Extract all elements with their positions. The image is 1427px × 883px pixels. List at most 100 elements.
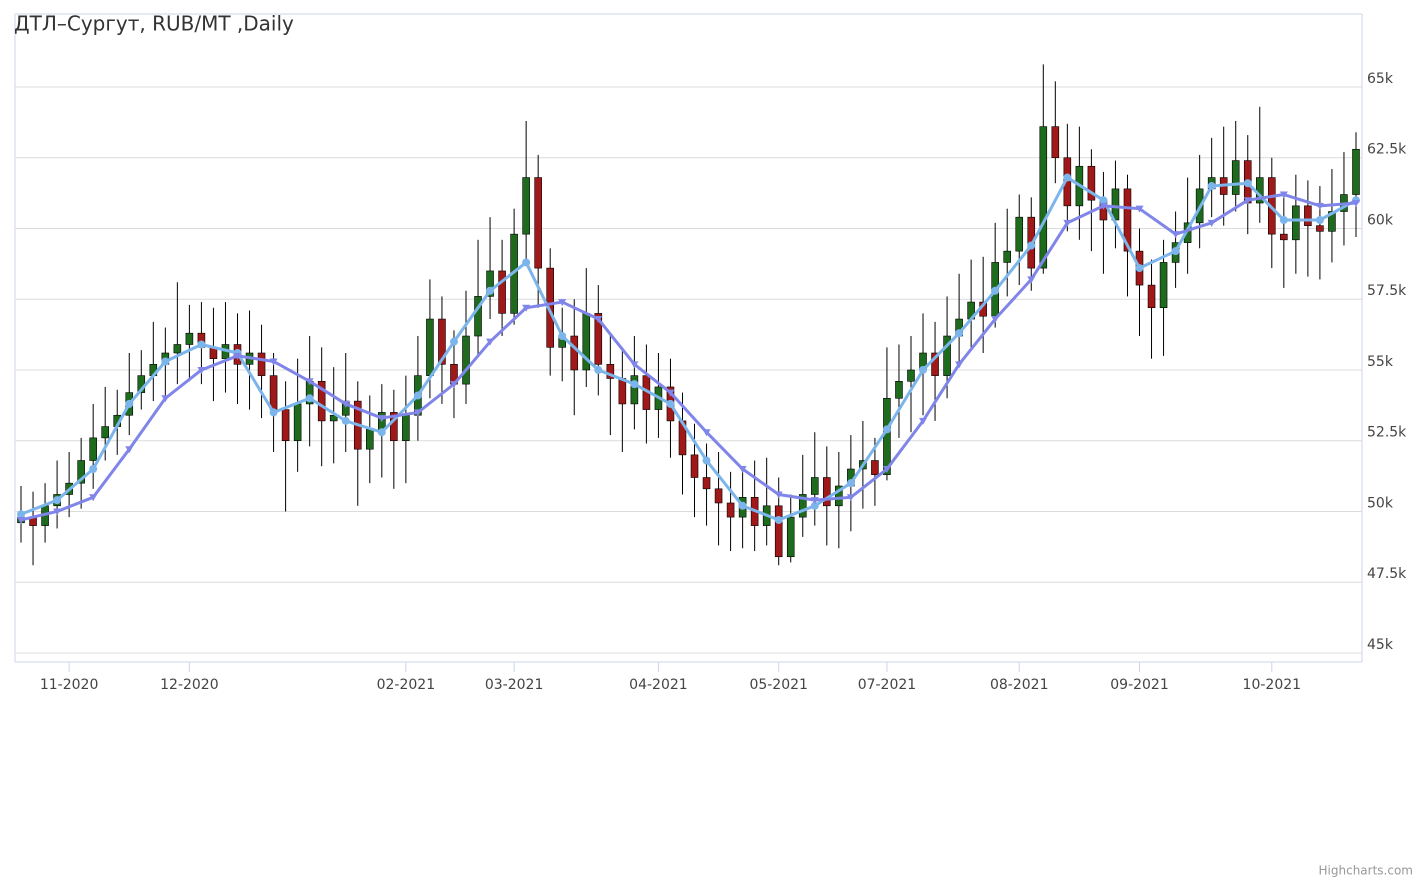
candle-body — [1051, 126, 1060, 159]
y-tick-label: 57.5k — [1367, 283, 1407, 299]
candle-body — [1292, 205, 1300, 241]
x-tick-label: 08-2021 — [990, 677, 1049, 693]
x-tick-label: 10-2021 — [1243, 677, 1302, 693]
moving-average-marker — [486, 338, 495, 346]
candle-body — [1280, 233, 1288, 241]
candle-body — [426, 318, 434, 376]
candle-body — [810, 477, 819, 495]
moving-average-marker — [161, 395, 170, 403]
y-tick-label: 45k — [1367, 637, 1394, 653]
candle-body — [1159, 262, 1168, 309]
candle-body — [534, 177, 542, 269]
moving-average-marker — [919, 365, 928, 374]
moving-average-marker — [1207, 182, 1216, 191]
candle-body — [1039, 126, 1048, 269]
moving-average-marker — [1315, 202, 1324, 210]
candle-body — [402, 414, 410, 442]
candle-body — [329, 414, 338, 422]
candle-body — [895, 380, 903, 399]
candle-body — [1015, 216, 1024, 252]
candle-body — [173, 344, 182, 354]
moving-average-marker — [738, 501, 747, 510]
moving-average-marker — [1135, 205, 1144, 213]
moving-average-marker — [810, 497, 819, 505]
moving-average-marker — [991, 286, 1000, 295]
moving-average-marker — [702, 429, 711, 437]
x-tick-label: 04-2021 — [629, 677, 688, 693]
y-tick-label: 62.5k — [1367, 142, 1407, 158]
moving-average-marker — [882, 425, 891, 434]
candle-body — [702, 477, 711, 490]
moving-average-marker — [486, 286, 495, 295]
moving-average-marker — [630, 380, 639, 389]
moving-average-marker — [1351, 200, 1360, 208]
moving-average-marker — [1243, 197, 1252, 205]
candle-body — [185, 332, 194, 345]
candle-body — [883, 397, 891, 475]
candle-body — [907, 369, 915, 382]
moving-average-marker — [1243, 179, 1252, 188]
moving-average-marker — [53, 508, 62, 516]
candle-body — [89, 437, 97, 461]
x-tick-label: 12-2020 — [160, 677, 219, 693]
candle-body — [1147, 284, 1156, 309]
moving-average-marker — [413, 409, 422, 417]
moving-average-marker — [1099, 202, 1108, 210]
candle-body — [1352, 148, 1360, 195]
candle-body — [570, 335, 579, 371]
moving-average-marker — [558, 332, 567, 341]
candle-body — [630, 375, 639, 405]
moving-average-line — [20, 176, 1357, 522]
moving-average-marker — [522, 304, 531, 312]
moving-average-marker — [522, 258, 531, 267]
moving-average-marker — [1027, 241, 1036, 250]
y-tick-label: 52.5k — [1367, 425, 1407, 441]
moving-average-marker — [1171, 231, 1180, 239]
moving-average-marker — [125, 446, 134, 454]
moving-average-marker — [1207, 219, 1216, 227]
candle-body — [786, 516, 795, 558]
candle-body — [317, 380, 326, 422]
candle-body — [1123, 188, 1132, 252]
moving-average-marker — [846, 494, 855, 502]
candle-body — [257, 352, 266, 376]
moving-average-marker — [955, 361, 964, 369]
candle-body — [798, 494, 807, 518]
x-tick-label: 07-2021 — [858, 677, 917, 693]
candle-body — [823, 477, 831, 507]
moving-average-marker — [89, 494, 98, 502]
moving-average-marker — [955, 329, 964, 338]
moving-average-marker — [377, 415, 386, 423]
moving-average-marker — [1027, 276, 1036, 284]
y-tick-label: 60k — [1367, 212, 1394, 228]
candle-body — [931, 352, 939, 376]
candle-body — [835, 485, 843, 507]
moving-average-marker — [1135, 264, 1144, 273]
x-tick-label: 03-2021 — [485, 677, 544, 693]
moving-average-marker — [666, 389, 675, 397]
y-tick-label: 50k — [1367, 495, 1394, 511]
moving-average-marker — [1099, 196, 1108, 205]
candle-body — [726, 502, 735, 518]
moving-average-marker — [774, 491, 783, 499]
y-tick-label: 65k — [1367, 71, 1394, 87]
moving-average-marker — [594, 316, 603, 324]
moving-average-marker — [991, 316, 1000, 324]
x-tick-label: 05-2021 — [749, 677, 808, 693]
candle-body — [1304, 205, 1312, 226]
moving-average-marker — [17, 510, 26, 519]
moving-average-marker — [702, 456, 711, 465]
candle-body — [606, 364, 615, 379]
candle-body — [714, 488, 723, 504]
x-tick-label: 02-2021 — [377, 677, 436, 693]
moving-average-marker — [233, 352, 242, 360]
moving-average-marker — [197, 366, 206, 374]
candle-body — [281, 409, 290, 442]
candle-body — [522, 177, 530, 235]
candle-body — [618, 378, 627, 405]
moving-average-marker — [1063, 173, 1072, 182]
moving-average-marker — [666, 399, 675, 408]
y-tick-label: 55k — [1367, 354, 1394, 370]
